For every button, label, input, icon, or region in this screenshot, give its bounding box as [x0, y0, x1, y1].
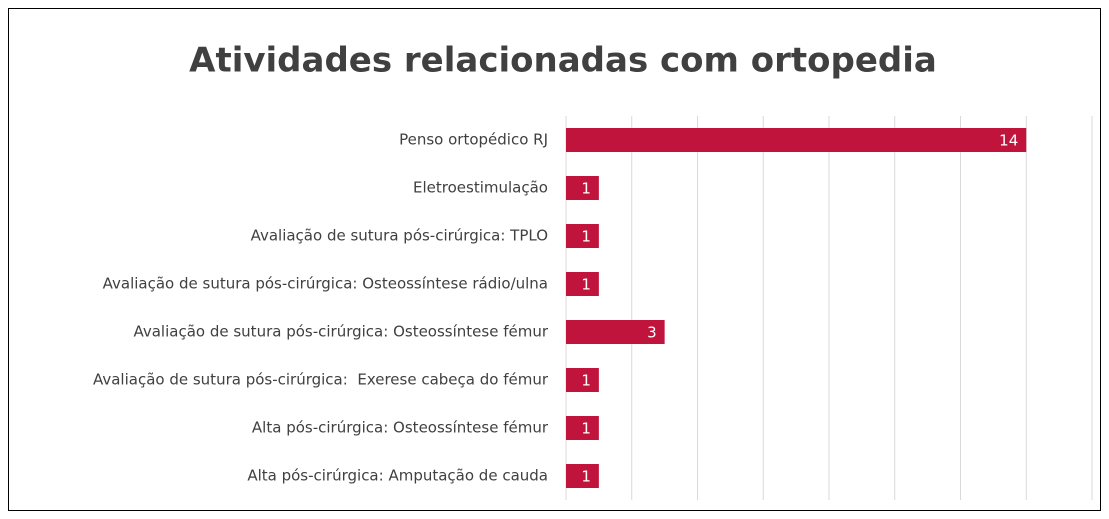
- value-label: 1: [581, 420, 591, 438]
- y-tick-label: Alta pós-cirúrgica: Amputação de cauda: [247, 467, 548, 485]
- y-tick-label: Alta pós-cirúrgica: Osteossíntese fémur: [252, 419, 549, 437]
- bar: [566, 176, 599, 200]
- y-tick-label: Penso ortopédico RJ: [399, 131, 548, 149]
- value-label: 14: [999, 132, 1018, 150]
- value-label: 1: [581, 228, 591, 246]
- bar: [566, 464, 599, 488]
- y-tick-label: Eletroestimulação: [413, 179, 548, 197]
- bar: [566, 320, 665, 344]
- value-label: 1: [581, 180, 591, 198]
- value-label: 3: [647, 324, 657, 342]
- bar: [566, 416, 599, 440]
- bar: [566, 128, 1027, 152]
- y-tick-label: Avaliação de sutura pós-cirúrgica: Osteo…: [133, 323, 548, 341]
- chart-border: [8, 8, 1101, 511]
- y-tick-label: Avaliação de sutura pós-cirúrgica: Osteo…: [103, 275, 548, 293]
- bar: [566, 224, 599, 248]
- value-label: 1: [581, 276, 591, 294]
- bar: [566, 368, 599, 392]
- y-tick-label: Avaliação de sutura pós-cirúrgica: Exere…: [93, 371, 549, 389]
- value-label: 1: [581, 372, 591, 390]
- y-tick-label: Avaliação de sutura pós-cirúrgica: TPLO: [251, 227, 548, 245]
- chart-title: Atividades relacionadas com ortopedia: [189, 41, 937, 81]
- value-label: 1: [581, 468, 591, 486]
- bar: [566, 272, 599, 296]
